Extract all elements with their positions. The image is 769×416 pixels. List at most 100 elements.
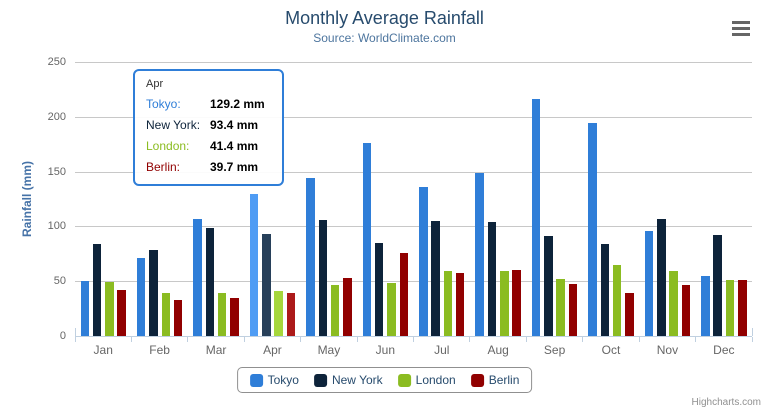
x-axis-label-jan: Jan — [93, 343, 113, 357]
bar-tokyo-apr[interactable] — [249, 194, 259, 336]
bar-berlin-sep[interactable] — [568, 283, 578, 336]
bar-tokyo-jan[interactable] — [80, 281, 90, 336]
x-axis-tick — [187, 337, 189, 342]
legend-item-london[interactable]: London — [397, 373, 456, 387]
bar-tokyo-feb[interactable] — [136, 257, 146, 336]
bar-london-mar[interactable] — [217, 292, 227, 336]
bar-berlin-jul[interactable] — [455, 273, 465, 336]
legend-symbol-icon — [470, 373, 484, 387]
category-group-dec — [696, 62, 752, 336]
bar-new-york-may[interactable] — [318, 219, 327, 336]
bar-tokyo-oct[interactable] — [588, 123, 597, 336]
category-group-may — [301, 62, 357, 336]
bar-new-york-nov[interactable] — [657, 219, 666, 336]
y-axis-label: 50 — [53, 275, 66, 288]
bar-london-jan[interactable] — [105, 282, 114, 336]
legend-label: Berlin — [488, 373, 520, 387]
bar-new-york-dec[interactable] — [713, 234, 722, 336]
x-axis-tick — [751, 337, 753, 342]
x-axis-label-jun: Jun — [375, 343, 395, 357]
bar-london-jun[interactable] — [387, 283, 396, 336]
legend-item-new-york[interactable]: New York — [313, 373, 383, 387]
bar-new-york-apr[interactable] — [262, 233, 271, 336]
bar-new-york-jun[interactable] — [374, 243, 384, 336]
x-axis-label-mar: Mar — [205, 343, 227, 357]
bar-tokyo-jun[interactable] — [362, 143, 372, 336]
category-group-sep — [526, 62, 582, 336]
x-axis-tick — [74, 337, 76, 342]
bar-series-area — [75, 62, 752, 336]
y-axis-label: 100 — [47, 220, 66, 233]
x-axis-tick — [413, 337, 414, 342]
bar-berlin-apr[interactable] — [286, 292, 296, 336]
x-axis-tick — [243, 337, 245, 342]
plot-area — [75, 62, 752, 337]
bar-berlin-may[interactable] — [343, 278, 352, 336]
y-axis-label: 250 — [47, 56, 66, 68]
bar-new-york-jan[interactable] — [92, 244, 102, 336]
bar-tokyo-mar[interactable] — [193, 219, 202, 336]
bar-new-york-mar[interactable] — [205, 228, 215, 336]
bar-london-nov[interactable] — [669, 271, 678, 336]
bar-berlin-jan[interactable] — [117, 289, 126, 336]
bar-berlin-aug[interactable] — [512, 269, 521, 336]
legend-item-berlin[interactable]: Berlin — [470, 373, 520, 387]
legend: Tokyo New York London Berlin — [236, 367, 533, 393]
bar-berlin-jun[interactable] — [399, 253, 409, 336]
x-axis-tick — [525, 337, 527, 342]
hamburger-icon — [732, 21, 750, 24]
bar-new-york-sep[interactable] — [544, 236, 553, 336]
legend-symbol-icon — [313, 373, 327, 387]
category-group-jun — [357, 62, 413, 336]
bar-tokyo-nov[interactable] — [644, 231, 654, 336]
bar-new-york-oct[interactable] — [600, 244, 610, 336]
legend-item-tokyo[interactable]: Tokyo — [249, 373, 299, 387]
legend-symbol-icon — [397, 373, 411, 387]
bar-london-may[interactable] — [330, 284, 340, 336]
category-group-jan — [75, 62, 131, 336]
x-axis-tick — [695, 337, 697, 342]
x-axis-label-jul: Jul — [434, 343, 450, 357]
bar-new-york-jul[interactable] — [431, 220, 440, 336]
bar-tokyo-jul[interactable] — [419, 187, 428, 336]
bar-london-feb[interactable] — [161, 293, 171, 336]
bar-tokyo-aug[interactable] — [475, 173, 484, 336]
y-axis-label: 200 — [47, 110, 66, 123]
chart-subtitle: Source: WorldClimate.com — [313, 31, 456, 45]
bar-berlin-oct[interactable] — [625, 293, 634, 336]
gridline — [75, 281, 752, 283]
category-group-oct — [583, 62, 639, 336]
gridline — [75, 62, 752, 63]
hamburger-icon — [732, 33, 750, 36]
bar-london-sep[interactable] — [556, 278, 565, 336]
bar-new-york-aug[interactable] — [487, 221, 497, 336]
bar-tokyo-may[interactable] — [306, 178, 315, 336]
hamburger-icon — [732, 27, 750, 30]
y-axis-title: Rainfall (mm) — [20, 161, 34, 238]
bar-london-jul[interactable] — [443, 271, 453, 336]
context-menu-button[interactable] — [732, 21, 750, 36]
gridline — [75, 116, 752, 118]
bar-london-dec[interactable] — [725, 279, 735, 336]
legend-symbol-icon — [249, 373, 263, 387]
bar-london-apr[interactable] — [274, 290, 283, 336]
x-axis-tick — [130, 337, 132, 342]
bar-tokyo-dec[interactable] — [701, 276, 710, 336]
bar-berlin-dec[interactable] — [738, 280, 747, 336]
credits-link[interactable]: Highcharts.com — [691, 397, 761, 408]
bar-new-york-feb[interactable] — [149, 249, 158, 336]
y-axis-label: 0 — [59, 330, 66, 342]
y-axis-label: 150 — [47, 165, 66, 178]
category-group-jul — [414, 62, 470, 336]
axis-end-cap — [74, 328, 76, 336]
gridline — [75, 226, 752, 228]
bar-berlin-feb[interactable] — [173, 299, 183, 336]
x-axis-labels: Jan Feb Mar Apr May Jun Jul Aug Sep Oct Nov Dec — [75, 343, 752, 357]
x-axis-tick — [638, 337, 640, 342]
bar-berlin-nov[interactable] — [681, 284, 691, 336]
bar-tokyo-sep[interactable] — [531, 98, 541, 336]
bar-london-aug[interactable] — [500, 270, 509, 336]
x-axis-label-may: May — [317, 343, 341, 357]
bar-berlin-mar[interactable] — [230, 298, 239, 336]
bar-london-oct[interactable] — [612, 264, 622, 336]
